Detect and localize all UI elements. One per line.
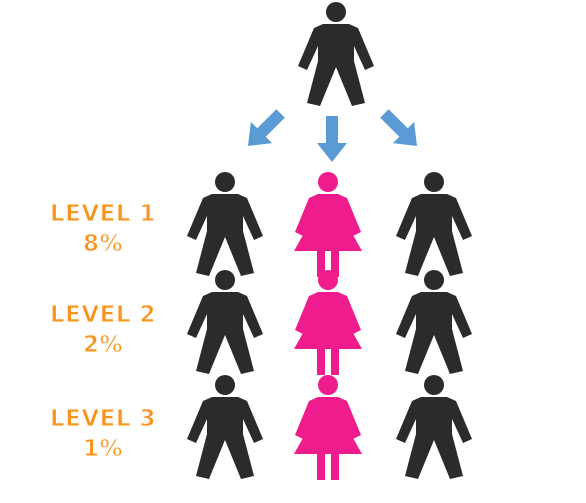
level-1-label: LEVEL 1 8% [28,199,178,259]
level-1-name: LEVEL 1 [49,201,157,228]
arrow-down-icon [317,116,347,162]
level-3-left-male-icon [187,375,263,479]
level-1-percent: 8% [82,231,124,258]
level-3-percent: 1% [82,436,124,463]
arrow-right-icon [373,102,428,157]
level-3-name: LEVEL 3 [49,406,157,433]
level-2-percent: 2% [82,332,124,359]
level-1-left-male-icon [187,172,263,276]
level-2-female-icon [294,270,362,375]
level-2-label: LEVEL 2 2% [28,300,178,360]
level-2-right-male-icon [396,270,472,374]
level-2-name: LEVEL 2 [49,302,157,329]
level-1-female-icon [294,172,362,277]
level-2-left-male-icon [187,270,263,374]
level-3-label: LEVEL 3 1% [28,404,178,464]
level-1-right-male-icon [396,172,472,276]
sponsor-male-icon [298,2,374,106]
level-3-right-male-icon [396,375,472,479]
level-3-female-icon [294,375,362,480]
arrow-left-icon [237,102,292,157]
